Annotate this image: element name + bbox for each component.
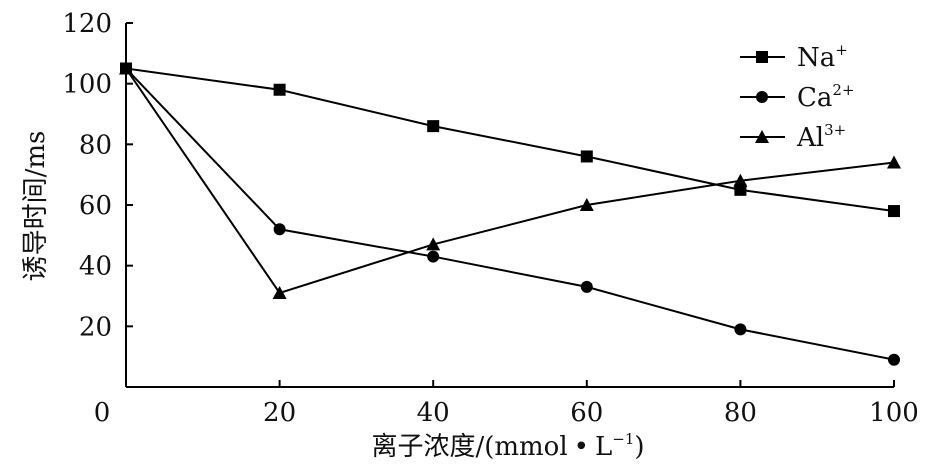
x-axis-title-unit: L [595, 432, 612, 462]
tick-labels: 20 40 60 80 100 120 0 20 40 60 80 100 [62, 9, 918, 428]
series-group [119, 61, 901, 366]
data-point-ca [888, 353, 900, 366]
y-tick-label: 20 [79, 312, 112, 342]
data-point-al [887, 155, 901, 169]
x-tick-label: 100 [869, 398, 919, 428]
x-tick-label: 80 [724, 398, 757, 428]
series-line-na [125, 67, 895, 213]
data-point-al [579, 198, 594, 211]
x-tick-label: 40 [417, 398, 450, 428]
data-point-al [426, 237, 441, 251]
data-point-al [272, 285, 287, 299]
axes [125, 22, 895, 388]
x-tick-label: 20 [263, 398, 296, 428]
legend-marker-na [756, 51, 768, 63]
data-point-na [734, 183, 747, 196]
x-tick-label: 0 [94, 398, 111, 428]
y-axis-title: 诱导时间/ms [21, 131, 51, 282]
y-tick-label: 40 [79, 252, 112, 282]
legend-marker-ca [756, 91, 768, 103]
data-point-ca [734, 323, 747, 336]
x-tick-label: 60 [570, 398, 603, 428]
series-line-ca [125, 67, 895, 361]
legend-label-al: Al3+ [796, 121, 846, 153]
data-point-na [888, 205, 900, 218]
data-point-na [580, 150, 593, 163]
series-line-al [125, 67, 895, 295]
data-point-na [273, 83, 286, 96]
x-axis-title: 离子浓度/(mmol • L−1) [371, 430, 644, 462]
legend-marker-al [755, 130, 769, 143]
x-axis-title-dot: • [574, 432, 589, 462]
data-point-ca [273, 223, 286, 236]
legend-label-ca: Ca2+ [797, 81, 855, 113]
data-point-ca [580, 280, 593, 293]
y-tick-label: 120 [62, 9, 112, 39]
x-axis-title-exponent: −1 [612, 430, 634, 448]
y-tick-label: 80 [79, 130, 112, 160]
legend: Na+ Ca2+ Al3+ [740, 41, 855, 153]
y-tick-label: 60 [79, 191, 112, 221]
data-point-al [119, 61, 133, 75]
y-tick-label: 100 [62, 70, 112, 100]
data-point-al [733, 173, 748, 187]
x-axis-title-close: ) [634, 432, 644, 462]
data-point-na [427, 120, 440, 133]
data-point-ca [427, 250, 440, 263]
legend-label-na: Na+ [797, 41, 848, 73]
x-axis-title-main: 离子浓度/(mmol [371, 432, 567, 462]
